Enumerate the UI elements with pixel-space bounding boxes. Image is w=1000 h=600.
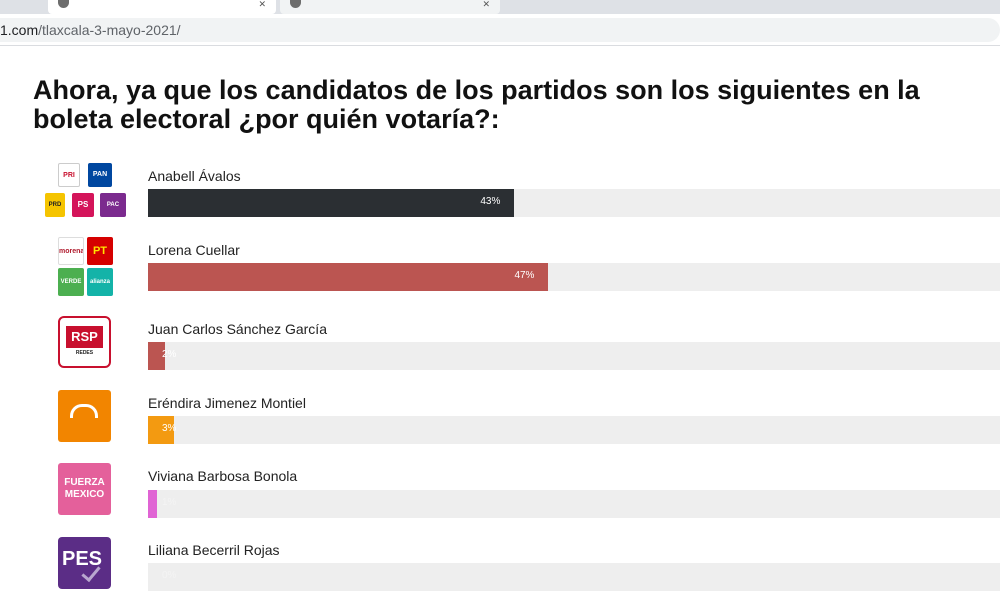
bar-track: 2% xyxy=(148,342,1000,370)
movimiento-ciudadano-logo-icon xyxy=(58,390,111,442)
eagle-icon xyxy=(70,404,98,418)
bar-fill xyxy=(148,189,515,217)
pan-logo-icon: PAN xyxy=(88,163,112,187)
browser-tab[interactable] xyxy=(0,0,44,14)
url-host: 1.com xyxy=(0,22,39,38)
rsp-logo-icon: RSP REDES xyxy=(58,316,111,368)
candidate-name: Juan Carlos Sánchez García xyxy=(148,321,327,337)
mexico-logo-text: MEXICO xyxy=(64,489,105,500)
address-bar[interactable]: 1.com/tlaxcala-3-mayo-2021/ xyxy=(0,18,1000,42)
party-logos: morena PT VERDE alianza xyxy=(58,237,118,296)
pes-logo-icon: PES xyxy=(58,537,111,589)
browser-tab-active[interactable]: ✕ xyxy=(48,0,276,14)
browser-tab-strip: ✕ ✕ xyxy=(0,0,1000,14)
candidate-name: Viviana Barbosa Bonola xyxy=(148,468,298,484)
pac-logo-icon: PAC xyxy=(100,193,126,217)
bar-track: 1% xyxy=(148,490,1000,518)
pri-logo-icon: PRI xyxy=(58,163,80,187)
rsp-logo-subtext: REDES xyxy=(75,350,94,356)
candidate-name: Liliana Becerril Rojas xyxy=(148,542,280,558)
party-logos xyxy=(58,390,118,448)
pt-logo-icon: PT xyxy=(87,237,113,265)
poll-question: Ahora, ya que los candidatos de los part… xyxy=(33,75,920,134)
party-logos: PRI PAN PRD PS PAC xyxy=(45,163,126,221)
close-tab-icon[interactable]: ✕ xyxy=(258,0,266,9)
party-logos: RSP REDES xyxy=(58,316,118,374)
nueva-alianza-logo-icon: alianza xyxy=(87,268,113,296)
bar-value-label: 2% xyxy=(162,349,177,360)
morena-logo-icon: morena xyxy=(58,237,84,265)
candidate-name: Eréndira Jimenez Montiel xyxy=(148,395,306,411)
bar-fill xyxy=(148,342,166,370)
ps-logo-icon: PS xyxy=(72,193,94,217)
verde-logo-icon: VERDE xyxy=(58,268,84,296)
bar-value-label: 1% xyxy=(162,497,177,508)
bar-value-label: 43% xyxy=(480,196,501,207)
rsp-logo-text: RSP xyxy=(66,326,103,348)
favicon-icon xyxy=(58,0,69,8)
bar-value-label: 0% xyxy=(162,570,177,581)
party-logos: FUERZA MEXICO xyxy=(58,463,118,521)
bar-fill xyxy=(148,416,174,444)
bar-value-label: 3% xyxy=(162,423,177,434)
candidate-name: Lorena Cuellar xyxy=(148,242,240,258)
bar-value-label: 47% xyxy=(514,270,535,281)
bar-track: 43% xyxy=(148,189,1000,217)
candidate-name: Anabell Ávalos xyxy=(148,168,241,184)
bar-fill xyxy=(148,263,549,291)
url-path: /tlaxcala-3-mayo-2021/ xyxy=(38,22,181,38)
close-tab-icon[interactable]: ✕ xyxy=(482,0,490,9)
browser-tab[interactable]: ✕ xyxy=(280,0,500,14)
fuerza-logo-text: FUERZA xyxy=(64,477,105,488)
party-logos: PES xyxy=(58,537,118,595)
bar-track: 0% xyxy=(148,563,1000,591)
pes-logo-text: PES xyxy=(62,548,103,570)
bar-track: 47% xyxy=(148,263,1000,291)
bar-fill xyxy=(148,490,157,518)
bar-track: 3% xyxy=(148,416,1000,444)
prd-logo-icon: PRD xyxy=(45,193,65,217)
fuerza-mexico-logo-icon: FUERZA MEXICO xyxy=(58,463,111,515)
favicon-icon xyxy=(290,0,301,8)
